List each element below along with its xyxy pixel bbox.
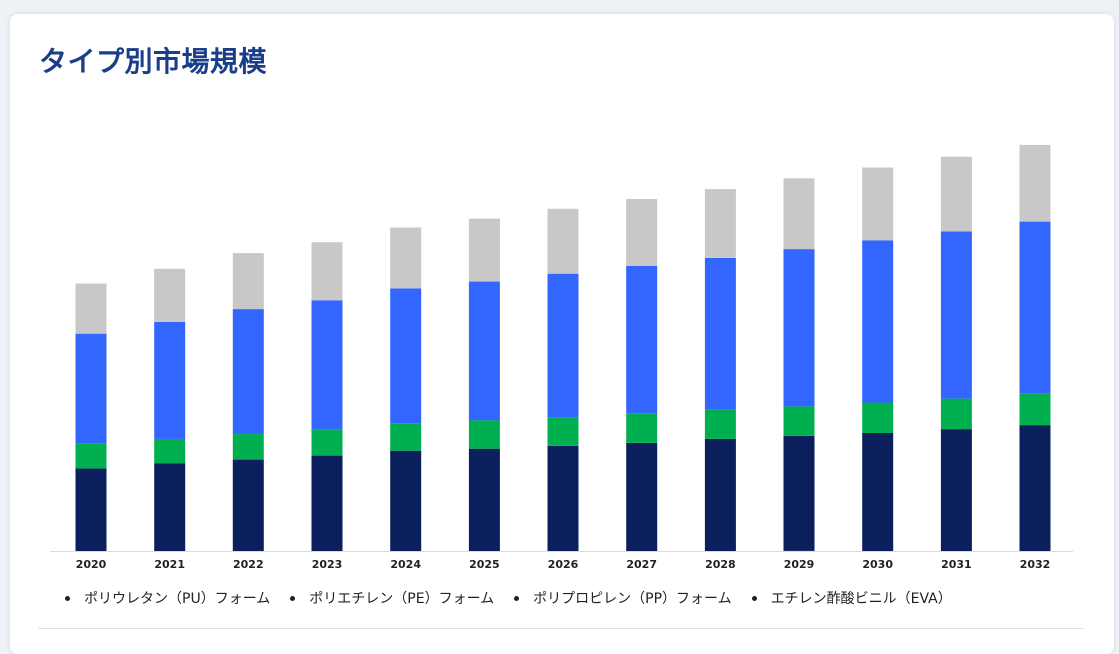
bar-segment-2025-series-3 — [468, 281, 500, 421]
legend-bullet-icon — [514, 595, 520, 601]
legend-label: ポリウレタン（PU）フォーム — [84, 591, 271, 607]
bar-segment-2029-series-1 — [783, 435, 815, 551]
bar-segment-2031-series-2 — [940, 398, 972, 430]
bar-segment-2027-series-2 — [626, 413, 658, 443]
legend-label: エチレン酢酸ビニル（EVA） — [770, 591, 952, 607]
bar-segment-2020-series-2 — [75, 443, 107, 469]
legend-label: ポリプロピレン（PP）フォーム — [533, 591, 732, 607]
bar-segment-2024-series-4 — [390, 227, 422, 289]
bar-segment-2021-series-3 — [154, 321, 186, 439]
chart-title: タイプ別市場規模 — [39, 45, 268, 78]
bar-segment-2030-series-1 — [862, 433, 894, 551]
bar-segment-2027-series-4 — [626, 199, 658, 266]
bar-segment-2031-series-4 — [940, 156, 972, 232]
bar-segment-2028-series-3 — [704, 258, 736, 410]
bar-segment-2025-series-1 — [468, 448, 500, 551]
bar-segment-2027-series-3 — [626, 265, 658, 414]
bar-segment-2024-series-3 — [390, 288, 422, 424]
bar-segment-2024-series-2 — [390, 423, 422, 451]
bar-segment-2029-series-3 — [783, 249, 815, 407]
x-tick-label-2029: 2029 — [784, 558, 815, 571]
bar-segment-2032-series-1 — [1019, 425, 1051, 551]
bar-segment-2029-series-4 — [783, 178, 815, 250]
legend-bullet-icon — [65, 595, 70, 601]
legend-bullet-icon — [751, 595, 757, 601]
bar-segment-2028-series-4 — [704, 189, 736, 258]
bar-segment-2032-series-2 — [1019, 393, 1051, 426]
bar-segment-2027-series-1 — [626, 442, 658, 551]
bar-segment-2023-series-1 — [311, 455, 343, 551]
bar-segment-2026-series-4 — [547, 208, 579, 274]
stacked-bar-chart: 2020 2021 2022 2023 2024 2025 2026 2027 2028 2029… — [50, 144, 1073, 571]
x-tick-label-2032: 2032 — [1020, 558, 1051, 571]
bar-segment-2026-series-1 — [547, 445, 579, 551]
bar-segment-2023-series-2 — [311, 429, 343, 456]
chart-legend: ポリウレタン（PU）フォーム ポリエチレン（PE）フォーム ポリプロピレン（PP）フ… — [65, 588, 952, 608]
bar-segment-2021-series-1 — [154, 463, 186, 551]
bar-segment-2022-series-2 — [232, 433, 264, 460]
legend-item-2: ポリエチレン（PE）フォーム — [290, 588, 494, 608]
bar-segment-2022-series-1 — [232, 459, 264, 551]
bar-segment-2028-series-1 — [704, 438, 736, 551]
x-tick-label-2022: 2022 — [233, 558, 264, 571]
bar-segment-2025-series-4 — [468, 218, 500, 282]
x-tick-label-2030: 2030 — [862, 558, 893, 571]
bar-segment-2020-series-4 — [75, 283, 107, 334]
x-tick-label-2023: 2023 — [312, 558, 343, 571]
bar-segment-2029-series-2 — [783, 406, 815, 436]
x-tick-label-2024: 2024 — [390, 558, 421, 571]
bar-segment-2030-series-2 — [862, 402, 894, 433]
bar-segment-2020-series-1 — [75, 468, 107, 551]
x-tick-label-2027: 2027 — [626, 558, 657, 571]
bottom-divider — [38, 628, 1084, 629]
chart-card: タイプ別市場規模 2020 2021 2022 2023 2024 2025 2026 202… — [10, 14, 1114, 654]
bar-segment-2021-series-4 — [154, 268, 186, 322]
bar-segment-2023-series-3 — [311, 300, 343, 430]
legend-item-4: エチレン酢酸ビニル（EVA） — [751, 588, 952, 608]
bar-segment-2032-series-4 — [1019, 144, 1051, 222]
bar-segment-2031-series-3 — [940, 231, 972, 399]
bar-segment-2028-series-2 — [704, 409, 736, 439]
bar-segment-2030-series-3 — [862, 240, 894, 403]
bar-segment-2022-series-4 — [232, 253, 264, 310]
bar-segment-2025-series-2 — [468, 420, 500, 449]
bar-segment-2026-series-3 — [547, 273, 579, 418]
bar-segment-2022-series-3 — [232, 309, 264, 433]
bar-segment-2032-series-3 — [1019, 221, 1051, 394]
x-tick-label-2031: 2031 — [941, 558, 972, 571]
bar-segment-2026-series-2 — [547, 417, 579, 446]
bar-segment-2024-series-1 — [390, 450, 422, 551]
legend-item-3: ポリプロピレン（PP）フォーム — [514, 588, 732, 608]
bar-segment-2021-series-2 — [154, 438, 186, 464]
legend-bullet-icon — [290, 595, 296, 601]
x-tick-label-2028: 2028 — [705, 558, 736, 571]
x-tick-label-2025: 2025 — [469, 558, 500, 571]
x-tick-label-2020: 2020 — [76, 558, 107, 571]
bar-segment-2023-series-4 — [311, 242, 343, 301]
legend-label: ポリエチレン（PE）フォーム — [309, 591, 495, 607]
bar-segment-2031-series-1 — [940, 429, 972, 551]
bar-segment-2030-series-4 — [862, 167, 894, 241]
bar-segment-2020-series-3 — [75, 333, 107, 444]
x-tick-label-2026: 2026 — [548, 558, 579, 571]
x-tick-label-2021: 2021 — [154, 558, 185, 571]
legend-item-1: ポリウレタン（PU）フォーム — [65, 588, 270, 608]
